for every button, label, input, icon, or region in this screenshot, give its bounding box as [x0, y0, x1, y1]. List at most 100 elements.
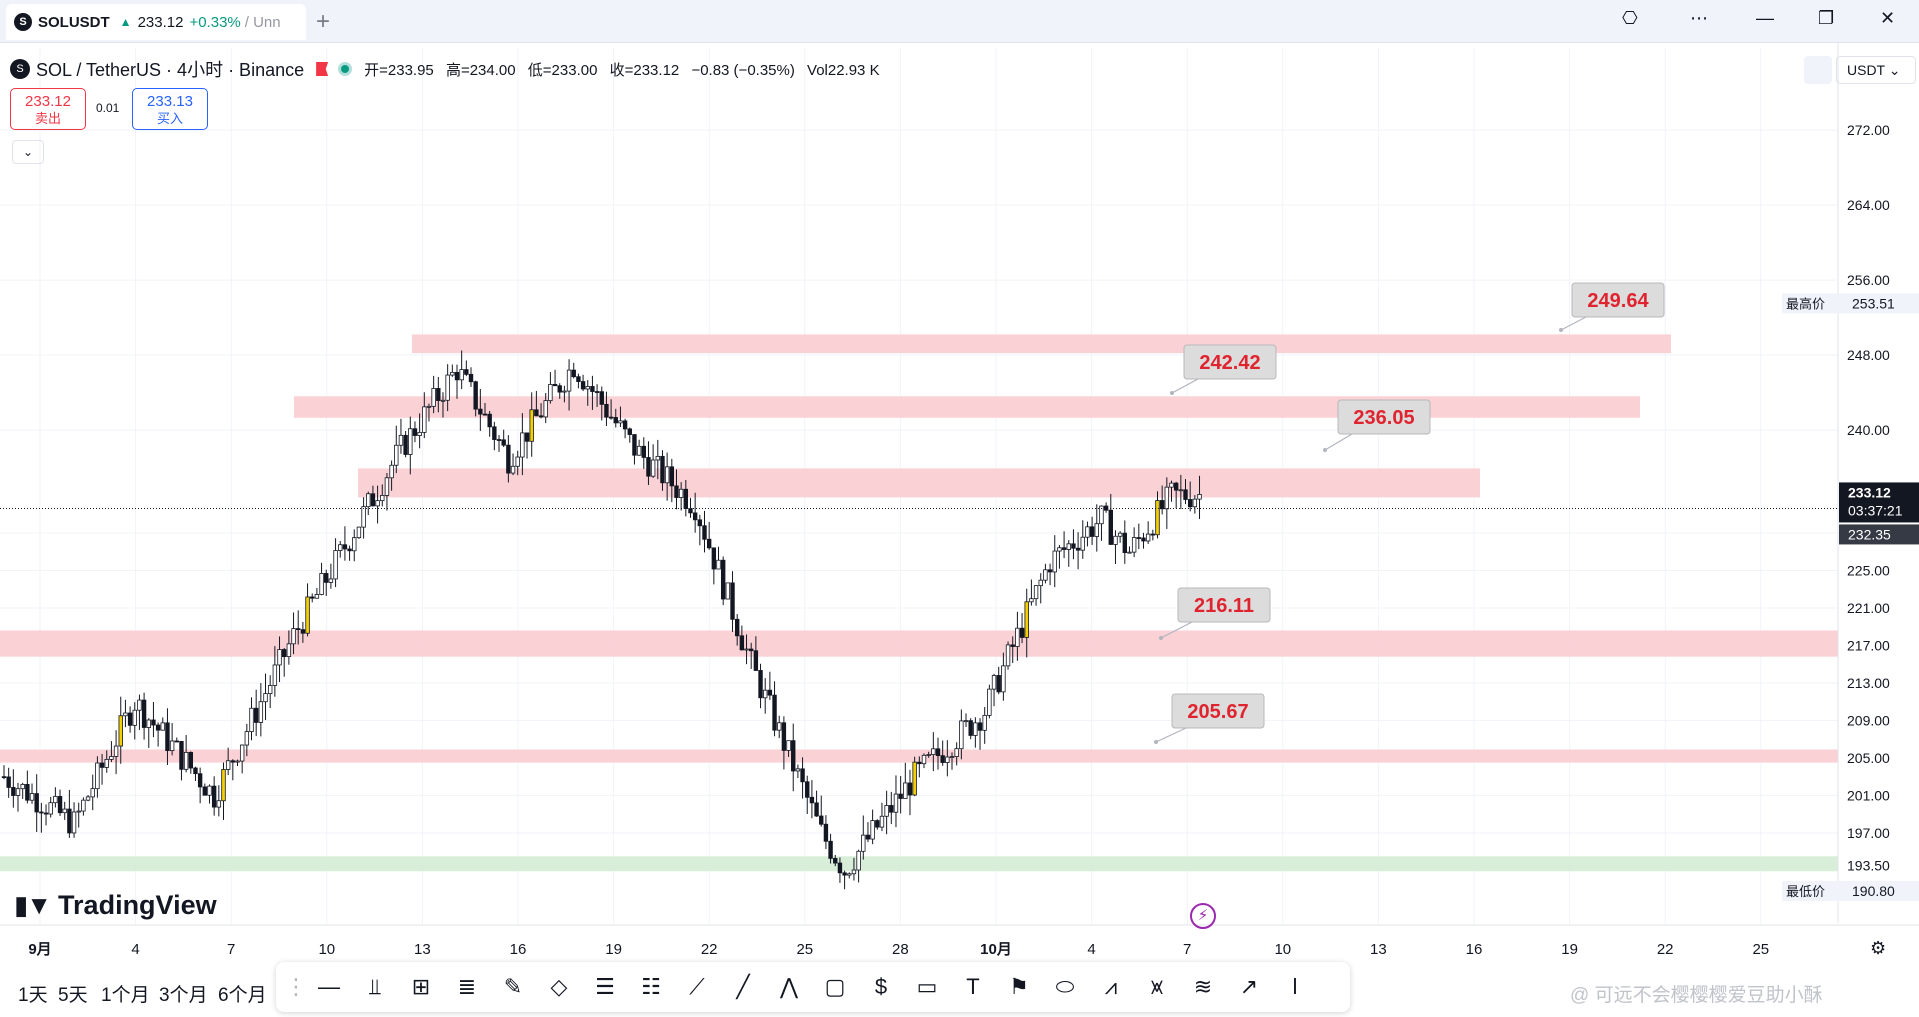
tab-solusdt[interactable]: S SOLUSDT ▲ 233.12 +0.33% / Unn	[6, 4, 306, 40]
candle-body	[459, 369, 464, 381]
high-marker-value: 253.51	[1852, 295, 1895, 311]
price-tick-label: 213.00	[1847, 675, 1890, 691]
candle-body	[333, 550, 338, 580]
candle-body	[127, 712, 133, 726]
path-tool-icon[interactable]: ⟋	[689, 974, 705, 999]
refresh-icon[interactable]	[1804, 56, 1832, 84]
candle-body	[468, 373, 474, 383]
candle-body	[1071, 543, 1076, 549]
add-tab-icon[interactable]: +	[316, 8, 331, 35]
price-chart[interactable]: 249.64 242.42 236.05 216.11 205.67 272.00 264.…	[0, 0, 1919, 965]
candle-body	[931, 748, 936, 755]
open-value: 233.95	[387, 61, 434, 79]
candle-body	[1173, 482, 1179, 491]
candle-body	[132, 709, 137, 726]
candle-body	[763, 689, 768, 699]
line-tool-icon[interactable]: —	[318, 974, 340, 999]
candle-body	[758, 670, 763, 699]
price-zone[interactable]	[0, 749, 1838, 763]
fib-retracement-icon[interactable]: ☰	[595, 974, 615, 999]
sell-button[interactable]: 233.12 卖出	[10, 88, 86, 130]
candle-body	[805, 781, 810, 798]
zone-label-box[interactable]	[1171, 693, 1265, 729]
vertical-line-icon[interactable]: ǀ	[1292, 974, 1298, 999]
bolt-icon[interactable]: ⚡	[1190, 903, 1216, 929]
candle-body	[29, 793, 35, 801]
buy-button[interactable]: 233.13 买入	[132, 88, 208, 130]
drag-handle-icon[interactable]: ⋮	[285, 974, 307, 999]
price-tick-label: 240.00	[1847, 422, 1890, 438]
sell-label: 卖出	[34, 111, 61, 126]
more-icon[interactable]: ⋯	[1690, 8, 1708, 28]
range-5d[interactable]: 5天	[58, 985, 88, 1006]
price-tick-label: 201.00	[1847, 787, 1890, 803]
zone-label-box[interactable]	[1337, 399, 1431, 435]
candle-body	[305, 596, 310, 634]
flag-icon[interactable]	[316, 62, 329, 76]
price-zone[interactable]	[294, 396, 1640, 418]
pattern-tool-icon[interactable]: ◇	[550, 974, 568, 999]
fib-tool-icon[interactable]: ⫫	[368, 974, 382, 999]
close-icon[interactable]: ✕	[1880, 8, 1896, 28]
abc-pattern-icon[interactable]: ⩘	[1104, 974, 1118, 999]
gann-fan-icon[interactable]: ≋	[1193, 974, 1213, 999]
price-tick-label: 248.00	[1847, 347, 1890, 363]
collapse-chevron-icon[interactable]: ⌄	[12, 140, 44, 164]
currency-select[interactable]: USDT ⌄	[1836, 56, 1916, 84]
zone-label-box[interactable]	[1177, 587, 1271, 623]
callout-tool-icon[interactable]: ▭	[916, 974, 938, 999]
candle-body	[403, 434, 408, 455]
candle-body	[809, 796, 815, 804]
minimize-icon[interactable]: —	[1756, 8, 1774, 28]
parallel-channel-icon[interactable]: ≣	[457, 974, 477, 999]
ellipse-tool-icon[interactable]: ⬭	[1055, 974, 1075, 999]
range-6m[interactable]: 6个月	[218, 985, 267, 1006]
candle-body	[412, 428, 418, 436]
candle-body	[394, 444, 399, 466]
elliott-wave-icon[interactable]: ⩙	[1150, 974, 1164, 999]
candle-body	[959, 720, 964, 750]
range-1m[interactable]: 1个月	[101, 985, 150, 1006]
time-tick-label: 4	[1087, 941, 1095, 958]
candle-body	[482, 413, 488, 416]
time-tick-label: 10	[318, 941, 335, 958]
tab-bar: S SOLUSDT ▲ 233.12 +0.33% / Unn + ⎔ ⋯ — …	[0, 0, 1919, 43]
candle-body	[613, 417, 618, 424]
price-zone[interactable]	[358, 468, 1480, 498]
ray-tool-icon[interactable]: ╱	[736, 974, 750, 999]
rectangle-tool-icon[interactable]: ▢	[824, 974, 846, 999]
fib-extension-icon[interactable]: ☷	[641, 974, 661, 999]
countdown-value: 03:37:21	[1848, 502, 1903, 518]
zone-label-box[interactable]	[1183, 344, 1277, 380]
zone-label-text: 249.64	[1587, 290, 1649, 312]
candle-body	[165, 722, 170, 752]
price-tick-label: 209.00	[1847, 712, 1890, 728]
callout-pointer	[1160, 621, 1193, 639]
flag-tool-icon[interactable]: ⚑	[1009, 974, 1029, 999]
candle-body	[338, 544, 343, 551]
settings-gear-icon[interactable]: ⚙	[1870, 938, 1887, 958]
price-zone[interactable]	[0, 630, 1838, 657]
text-tool-icon[interactable]: T	[966, 974, 980, 999]
candle-body	[39, 811, 44, 814]
price-zone[interactable]	[412, 334, 1671, 354]
layout-icon[interactable]: ⎔	[1622, 8, 1638, 28]
price-tick-label: 193.50	[1847, 858, 1890, 874]
crosshair-price-value: 232.35	[1848, 526, 1891, 542]
buy-price: 233.13	[147, 93, 193, 110]
sol-coin-icon: S	[10, 59, 30, 79]
brush-tool-icon[interactable]: ✎	[503, 974, 523, 999]
crosshair-tool-icon[interactable]: ⊞	[411, 974, 431, 999]
polyline-tool-icon[interactable]: ⋀	[779, 974, 799, 999]
arrow-tool-icon[interactable]: ↗	[1239, 974, 1259, 999]
candle-body	[1085, 526, 1090, 538]
candle-body	[1, 776, 7, 779]
range-1d[interactable]: 1天	[18, 985, 48, 1006]
range-3m[interactable]: 3个月	[159, 985, 208, 1006]
price-zone[interactable]	[0, 856, 1838, 872]
zone-label-box[interactable]	[1571, 282, 1665, 318]
candle-body	[580, 381, 586, 390]
candle-body	[99, 762, 105, 768]
price-range-icon[interactable]: $	[874, 974, 888, 999]
restore-icon[interactable]: ❐	[1818, 8, 1835, 28]
